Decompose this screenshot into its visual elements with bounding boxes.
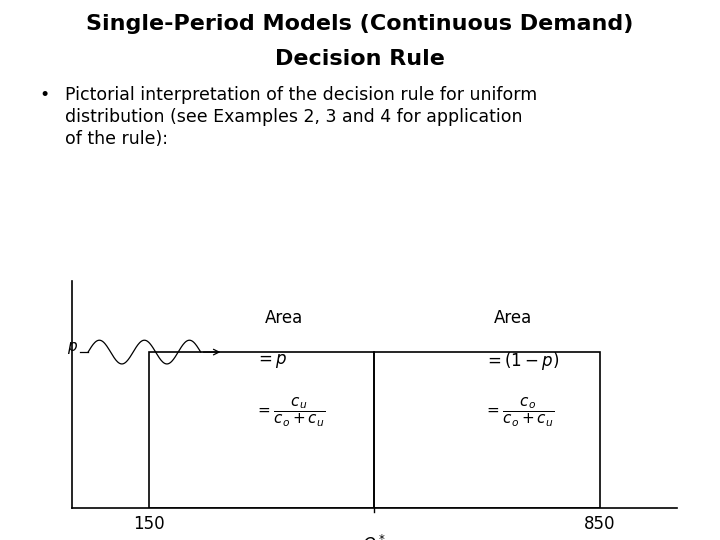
Text: Area: Area	[265, 308, 303, 327]
Text: $= p$: $= p$	[256, 352, 287, 370]
Text: $= \dfrac{c_u}{c_o + c_u}$: $= \dfrac{c_u}{c_o + c_u}$	[256, 396, 325, 429]
Text: $Q^*$: $Q^*$	[362, 532, 387, 540]
Text: of the rule):: of the rule):	[65, 130, 168, 147]
Text: Area: Area	[493, 308, 531, 327]
Bar	[149, 352, 374, 508]
Text: distribution (see Examples 2, 3 and 4 for application: distribution (see Examples 2, 3 and 4 fo…	[65, 108, 522, 126]
Text: $= \dfrac{c_o}{c_o + c_u}$: $= \dfrac{c_o}{c_o + c_u}$	[484, 396, 554, 429]
Text: Pictorial interpretation of the decision rule for uniform: Pictorial interpretation of the decision…	[65, 86, 537, 104]
Text: •: •	[40, 86, 50, 104]
Text: Decision Rule: Decision Rule	[275, 49, 445, 69]
Text: $p$: $p$	[68, 340, 78, 356]
Bar	[374, 352, 600, 508]
Text: $= (1 - p)$: $= (1 - p)$	[484, 350, 559, 372]
Text: Single-Period Models (Continuous Demand): Single-Period Models (Continuous Demand)	[86, 14, 634, 33]
